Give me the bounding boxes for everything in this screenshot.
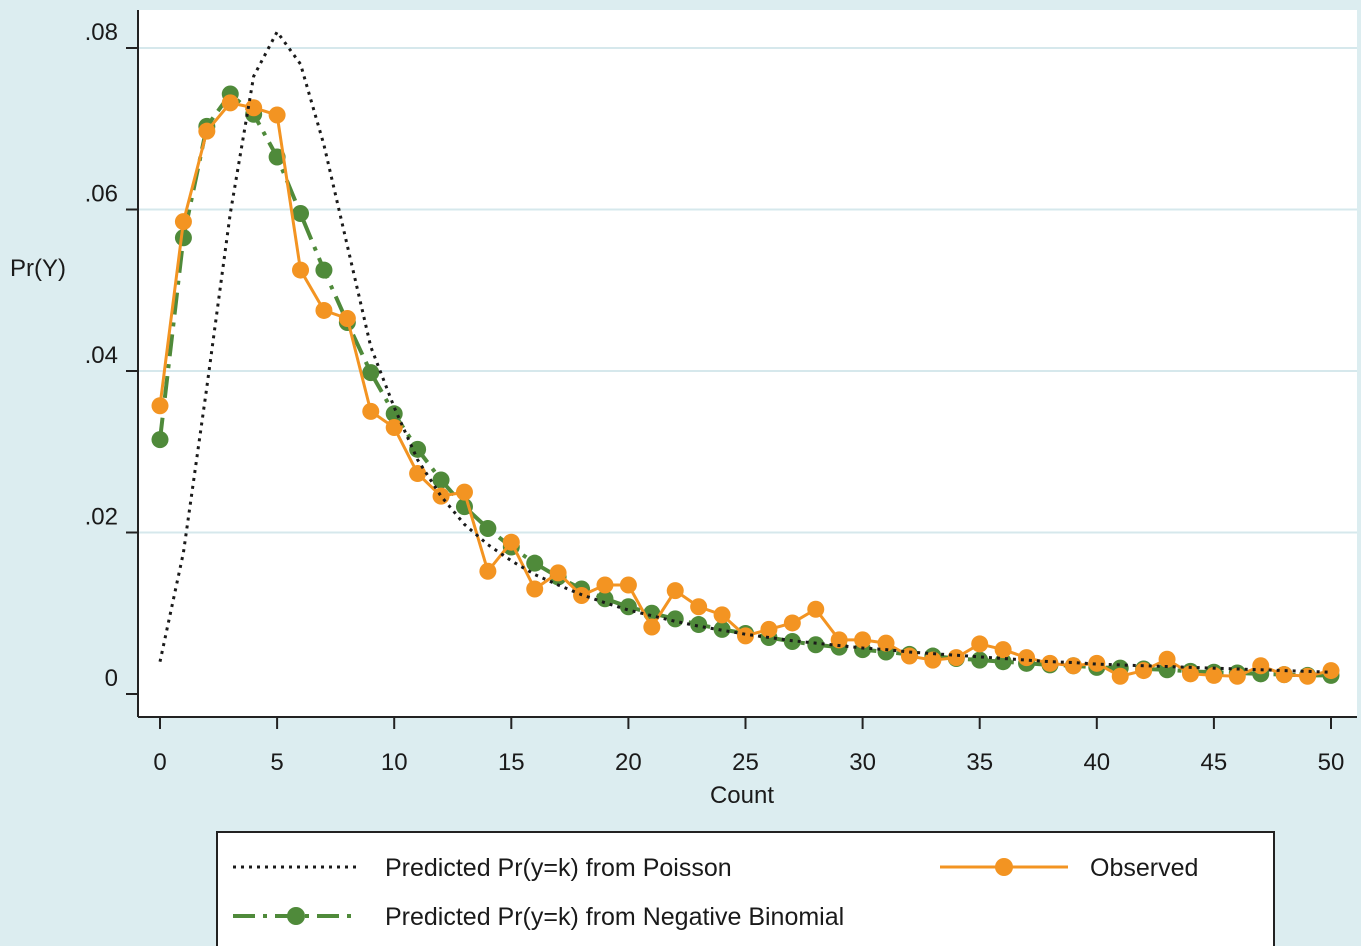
x-tick-label-7: 35 [966,749,993,776]
legend-marker-observed [995,858,1013,876]
point-observed-20 [619,576,637,594]
point-negative-binomial-11 [409,440,427,458]
point-observed-31 [877,634,895,652]
plot-area [138,10,1357,717]
x-tick-label-4: 20 [615,749,642,776]
point-observed-19 [596,576,614,594]
series-line-poisson [158,29,1332,674]
legend-item-negative-binomial: Predicted Pr(y=k) from Negative Binomial [233,903,844,931]
point-negative-binomial-9 [362,364,380,382]
x-axis-title: Count [710,782,774,809]
point-negative-binomial-35 [971,651,989,669]
point-observed-34 [947,649,965,667]
x-tick-label-2: 10 [381,749,408,776]
y-tick-label-3: .06 [85,181,118,208]
point-observed-10 [385,419,403,437]
point-observed-35 [971,635,989,653]
point-observed-40 [1088,654,1106,672]
point-observed-2 [198,122,216,140]
point-observed-12 [432,487,450,505]
point-observed-46 [1228,667,1246,685]
point-observed-45 [1205,666,1223,684]
point-observed-11 [409,465,427,483]
ticks: 0 .02 .04 .06 .08 0 5 10 15 20 25 30 35 40 45 50 [85,19,1345,776]
x-tick-label-10: 50 [1318,749,1345,776]
point-negative-binomial-14 [479,519,497,537]
point-observed-23 [690,598,708,616]
point-observed-25 [737,627,754,645]
point-observed-22 [666,582,684,600]
point-observed-15 [502,533,520,551]
point-observed-33 [924,651,942,669]
point-observed-48 [1275,666,1293,684]
point-observed-38 [1041,654,1059,672]
series-layer [151,29,1340,685]
point-observed-1 [174,213,192,231]
point-observed-24 [713,606,731,624]
point-negative-binomial-12 [432,471,450,489]
point-observed-17 [549,564,567,582]
point-observed-39 [1064,657,1082,675]
point-observed-4 [245,99,263,117]
point-observed-14 [479,562,497,580]
point-observed-42 [1135,662,1153,680]
point-negative-binomial-6 [292,205,310,223]
point-observed-50 [1322,662,1340,680]
point-observed-16 [526,580,544,598]
point-observed-44 [1181,665,1199,683]
point-observed-36 [994,641,1012,659]
point-observed-27 [783,614,801,632]
y-tick-label-1: .02 [85,504,118,531]
point-negative-binomial-19 [596,590,614,608]
x-tick-label-3: 15 [498,749,525,776]
point-negative-binomial-0 [151,431,169,449]
point-observed-6 [292,261,310,279]
point-negative-binomial-1 [174,229,192,247]
point-observed-29 [830,631,848,649]
legend-label-poisson: Predicted Pr(y=k) from Poisson [385,854,732,882]
legend-item-poisson: Predicted Pr(y=k) from Poisson [233,854,732,882]
legend-box [216,831,1275,946]
point-negative-binomial-28 [807,636,825,654]
legend-marker-negative-binomial [287,907,305,925]
y-tick-label-4: .08 [85,19,118,46]
x-tick-label-8: 40 [1083,749,1110,776]
point-negative-binomial-23 [690,616,708,634]
x-tick-label-6: 30 [849,749,876,776]
x-tick-label-5: 25 [732,749,759,776]
y-tick-label-0: 0 [105,665,118,692]
legend-item-observed: Observed [940,854,1198,882]
point-observed-8 [338,310,356,328]
legend-label-observed: Observed [1090,854,1198,882]
point-negative-binomial-16 [526,554,544,572]
y-tick-label-2: .04 [85,342,118,369]
point-observed-37 [1018,649,1036,667]
grid-lines [138,47,1357,534]
point-observed-41 [1111,667,1129,685]
point-observed-5 [268,106,286,124]
x-tick-label-1: 5 [270,749,283,776]
point-observed-21 [643,618,661,636]
point-observed-30 [854,631,872,649]
point-negative-binomial-22 [666,610,684,628]
point-observed-28 [807,600,825,618]
legend-label-negative-binomial: Predicted Pr(y=k) from Negative Binomial [385,903,844,931]
x-tick-label-9: 45 [1201,749,1228,776]
axes [137,10,1357,718]
point-observed-3 [221,94,239,112]
point-observed-0 [151,397,169,415]
legend: Predicted Pr(y=k) from Poisson Predicted… [216,831,1275,946]
point-observed-13 [455,483,473,501]
point-observed-47 [1252,657,1270,675]
x-tick-label-0: 0 [153,749,166,776]
point-observed-32 [900,647,918,665]
point-observed-43 [1158,650,1176,668]
point-observed-9 [362,402,380,420]
point-negative-binomial-24 [713,620,731,638]
point-negative-binomial-7 [315,261,333,279]
y-axis-title: Pr(Y) [10,255,66,282]
point-observed-7 [315,301,333,319]
point-observed-26 [760,620,778,638]
